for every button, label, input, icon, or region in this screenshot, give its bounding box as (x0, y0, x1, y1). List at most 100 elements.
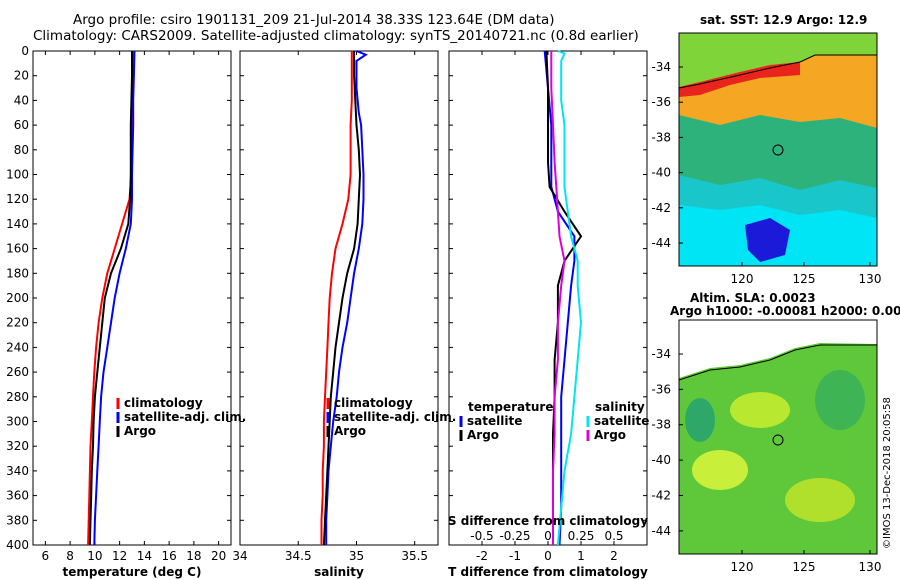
salinity-panel-frame (239, 50, 439, 546)
legend-label: Argo (467, 428, 499, 442)
series-line-argo (322, 51, 362, 546)
sst-lat-tick-label: -40 (651, 166, 671, 180)
s-difference-tick-label: 0.5 (604, 529, 623, 543)
depth-tick-label: 120 (6, 192, 29, 206)
x-tick-label: 12 (112, 549, 127, 563)
sst-map-frame (678, 32, 878, 267)
title-line-1: Argo profile: csiro 1901131_209 21-Jul-2… (73, 12, 555, 28)
depth-tick-label: 100 (6, 168, 29, 182)
sst-lat-tick-label: -44 (651, 236, 671, 250)
depth-tick-label: 360 (6, 489, 29, 503)
x-tick-label: 34 (232, 549, 247, 563)
legend-title-temperature: temperature (468, 400, 553, 414)
x-tick-label: 10 (87, 549, 102, 563)
sst-argo-location-marker (772, 144, 784, 156)
legend-label: Argo (124, 424, 156, 438)
x-tick-label: 6 (42, 549, 50, 563)
depth-tick-label: 0 (21, 44, 29, 58)
sla-land (679, 320, 877, 378)
x-tick-label: 8 (66, 549, 74, 563)
sla-low-anomaly-2 (685, 398, 715, 442)
x-axis-label: salinity (314, 565, 364, 579)
series-line-s-argo (550, 51, 566, 545)
x-tick-label: 16 (161, 549, 176, 563)
s-difference-tick-label: -0.25 (499, 529, 530, 543)
depth-tick-label: 400 (6, 538, 29, 552)
s-difference-tick-label: 0.25 (568, 529, 595, 543)
sla-map (678, 319, 878, 555)
legend-label: Argo (594, 428, 626, 442)
sst-coastline (678, 54, 877, 89)
sst-warm-coastal (679, 62, 800, 97)
sla-high-anomaly-3 (785, 478, 855, 522)
sst-land (679, 33, 877, 87)
sst-map (678, 32, 878, 267)
s-difference-tick-label: 0 (544, 529, 552, 543)
depth-tick-label: 20 (14, 69, 29, 83)
depth-tick-label: 40 (14, 93, 29, 107)
legend-label: satellite (594, 414, 649, 428)
sla-lat-tick-label: -44 (651, 524, 671, 538)
sla-lon-tick-label: 125 (793, 560, 816, 574)
series-line-argo (88, 51, 133, 546)
x-tick-label: 20 (211, 549, 226, 563)
depth-tick-label: 180 (6, 266, 29, 280)
sla-map-title-2: Argo h1000: -0.00081 h2000: 0.0064 (670, 304, 900, 318)
s-difference-tick-label: -0.5 (470, 529, 493, 543)
sla-lat-tick-label: -42 (651, 488, 671, 502)
x-tick-label: -1 (509, 549, 521, 563)
depth-tick-label: 160 (6, 242, 29, 256)
title-line-2: Climatology: CARS2009. Satellite-adjuste… (33, 28, 639, 44)
depth-tick-label: 140 (6, 217, 29, 231)
x-tick-label: 2 (610, 549, 618, 563)
x-axis-label: temperature (deg C) (63, 565, 202, 579)
sla-argo-location-marker (772, 434, 784, 446)
series-line-t-satellite (543, 50, 576, 546)
sst-map-title: sat. SST: 12.9 Argo: 12.9 (700, 13, 868, 27)
depth-tick-label: 240 (6, 340, 29, 354)
sla-lat-tick-label: -36 (651, 382, 671, 396)
depth-tick-label: 220 (6, 316, 29, 330)
x-tick-label: 18 (186, 549, 201, 563)
sla-high-anomaly-2 (692, 450, 748, 490)
sla-high-anomaly-1 (730, 392, 790, 428)
x-tick-label: 0 (544, 549, 552, 563)
legend-label: climatology (124, 396, 203, 410)
depth-tick-label: 60 (14, 118, 29, 132)
sst-lat-tick-label: -36 (651, 95, 671, 109)
sst-lat-tick-label: -42 (651, 201, 671, 215)
series-line-s-satellite (556, 50, 583, 546)
x-tick-label: -2 (476, 549, 488, 563)
legend-label: satellite-adj. clim. (334, 410, 456, 424)
series-line-satellite-adj-clim- (325, 50, 368, 545)
depth-tick-label: 280 (6, 390, 29, 404)
x-tick-label: 14 (137, 549, 152, 563)
x-tick-label: 35 (349, 549, 364, 563)
sla-lat-tick-label: -34 (651, 347, 671, 361)
sla-lon-tick-label: 130 (859, 560, 882, 574)
sst-lon-tick-label: 125 (793, 272, 816, 286)
sla-lat-tick-label: -38 (651, 418, 671, 432)
x-tick-label: 34.5 (285, 549, 312, 563)
depth-tick-label: 320 (6, 439, 29, 453)
sla-map-frame (678, 319, 878, 555)
depth-tick-label: 200 (6, 291, 29, 305)
depth-tick-label: 380 (6, 513, 29, 527)
sla-lon-tick-label: 120 (731, 560, 754, 574)
sst-lon-tick-label: 130 (859, 272, 882, 286)
depth-tick-label: 80 (14, 143, 29, 157)
series-line-climatology (87, 51, 135, 546)
legend-label: satellite-adj. clim. (124, 410, 246, 424)
x-tick-label: 1 (577, 549, 585, 563)
s-difference-axis-label: S difference from climatology (448, 514, 648, 528)
depth-tick-label: 260 (6, 365, 29, 379)
legend-title-salinity: salinity (595, 400, 645, 414)
legend-label: climatology (334, 396, 413, 410)
legend-label: Argo (334, 424, 366, 438)
sla-low-anomaly-1 (815, 370, 865, 430)
series-line-climatology (320, 51, 353, 545)
sst-lat-tick-label: -34 (651, 60, 671, 74)
sla-map-title-1: Altim. SLA: 0.0023 (690, 291, 816, 305)
series-line-satellite-adj-clim- (93, 50, 136, 546)
